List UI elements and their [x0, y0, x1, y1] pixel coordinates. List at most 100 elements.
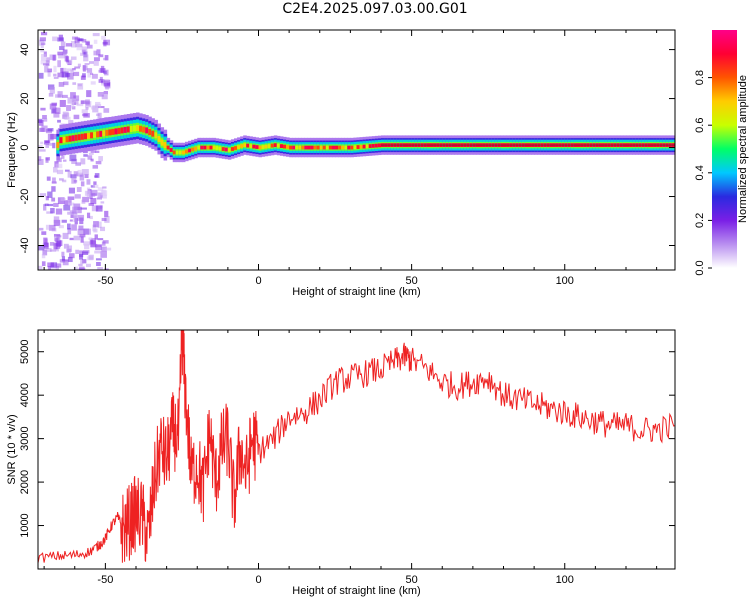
noise-cell [47, 203, 54, 207]
noise-cell [81, 251, 89, 255]
noise-cell [95, 104, 102, 108]
noise-cell [93, 50, 97, 56]
ridge-cell [209, 145, 214, 150]
noise-cell [63, 243, 69, 249]
chart-title: C2E4.2025.097.03.00.G01 [282, 1, 468, 17]
ridge-cell [120, 127, 125, 134]
ridge-cell [117, 127, 122, 134]
noise-cell [96, 261, 101, 266]
noise-cell [40, 32, 48, 36]
ridge-cell [301, 145, 305, 150]
noise-cell [72, 71, 80, 77]
ridge-cell [93, 131, 97, 138]
noise-cell [67, 196, 75, 201]
noise-cell [51, 186, 56, 192]
noise-cell [58, 54, 65, 59]
noise-cell [72, 68, 76, 71]
ridge-cell [77, 134, 82, 141]
noise-cell [80, 181, 85, 187]
noise-cell [46, 176, 51, 181]
noise-cell [88, 61, 94, 64]
noise-cell [60, 67, 64, 74]
noise-cell [47, 133, 54, 141]
spectrogram-heatmap [38, 30, 675, 270]
noise-cell [86, 212, 91, 219]
ridge-cell [90, 132, 94, 139]
noise-cell [72, 99, 79, 105]
ridge-cell [175, 150, 180, 155]
noise-cell [45, 60, 50, 66]
spectrogram-y-tick-label: 0 [19, 144, 31, 150]
noise-cell [69, 237, 74, 241]
noise-cell [48, 224, 56, 231]
noise-cell [97, 238, 104, 241]
noise-cell [61, 94, 68, 98]
noise-cell [40, 141, 44, 145]
noise-cell [70, 40, 76, 48]
noise-cell [38, 120, 44, 126]
noise-cell [63, 204, 71, 211]
ridge-cell [203, 145, 207, 150]
ridge-cell [172, 150, 177, 155]
colorbar-tick-label: 0.6 [694, 118, 706, 133]
ridge-cell [258, 145, 263, 150]
noise-cell [94, 175, 98, 178]
noise-cell [63, 113, 70, 120]
noise-cell [51, 109, 56, 114]
noise-cell [38, 158, 44, 165]
noise-cell [47, 128, 54, 132]
noise-cell [95, 205, 103, 212]
noise-cell [93, 221, 99, 228]
noise-cell [101, 217, 107, 222]
snr-x-tick-label: 100 [556, 574, 574, 586]
noise-cell [48, 93, 54, 97]
noise-cell [53, 233, 61, 237]
noise-cell [97, 92, 104, 97]
noise-cell [94, 234, 98, 240]
noise-cell [51, 181, 57, 184]
noise-cell [75, 249, 80, 254]
ridge-cell [80, 133, 85, 140]
noise-cell [52, 142, 56, 149]
ridge-cell [261, 145, 266, 149]
noise-cell [86, 44, 93, 49]
ridge-cell [185, 149, 189, 154]
noise-cell [40, 50, 45, 53]
noise-cell [79, 250, 84, 258]
ridge-cell [221, 147, 226, 151]
noise-cell [84, 174, 89, 179]
noise-cell [89, 215, 93, 220]
noise-cell [55, 107, 61, 115]
noise-cell [100, 201, 105, 204]
ridge-cell [286, 145, 290, 149]
noise-cell [38, 227, 44, 231]
noise-cell [69, 253, 75, 259]
noise-cell [68, 187, 75, 194]
ridge-cell [87, 132, 91, 139]
noise-cell [41, 261, 46, 267]
noise-cell [70, 56, 77, 60]
noise-cell [81, 199, 86, 204]
noise-cell [104, 268, 109, 270]
ridge-cell [276, 143, 281, 148]
noise-cell [95, 101, 101, 105]
noise-cell [38, 245, 45, 251]
ridge-cell [142, 126, 146, 133]
noise-cell [71, 224, 77, 231]
noise-cell [81, 46, 88, 53]
noise-cell [55, 208, 63, 215]
noise-cell [53, 65, 57, 73]
noise-cell [86, 90, 92, 98]
noise-cell [67, 223, 71, 230]
noise-cell [101, 94, 108, 100]
noise-cell [61, 155, 65, 159]
ridge-cell [341, 145, 345, 150]
ridge-cell [169, 148, 174, 152]
noise-cell [90, 240, 97, 247]
noise-cell [52, 36, 58, 42]
noise-cell [58, 34, 63, 41]
ridge-cell [255, 145, 259, 149]
noise-cell [98, 79, 105, 83]
noise-cell [86, 41, 90, 46]
ridge-cell [353, 145, 357, 150]
